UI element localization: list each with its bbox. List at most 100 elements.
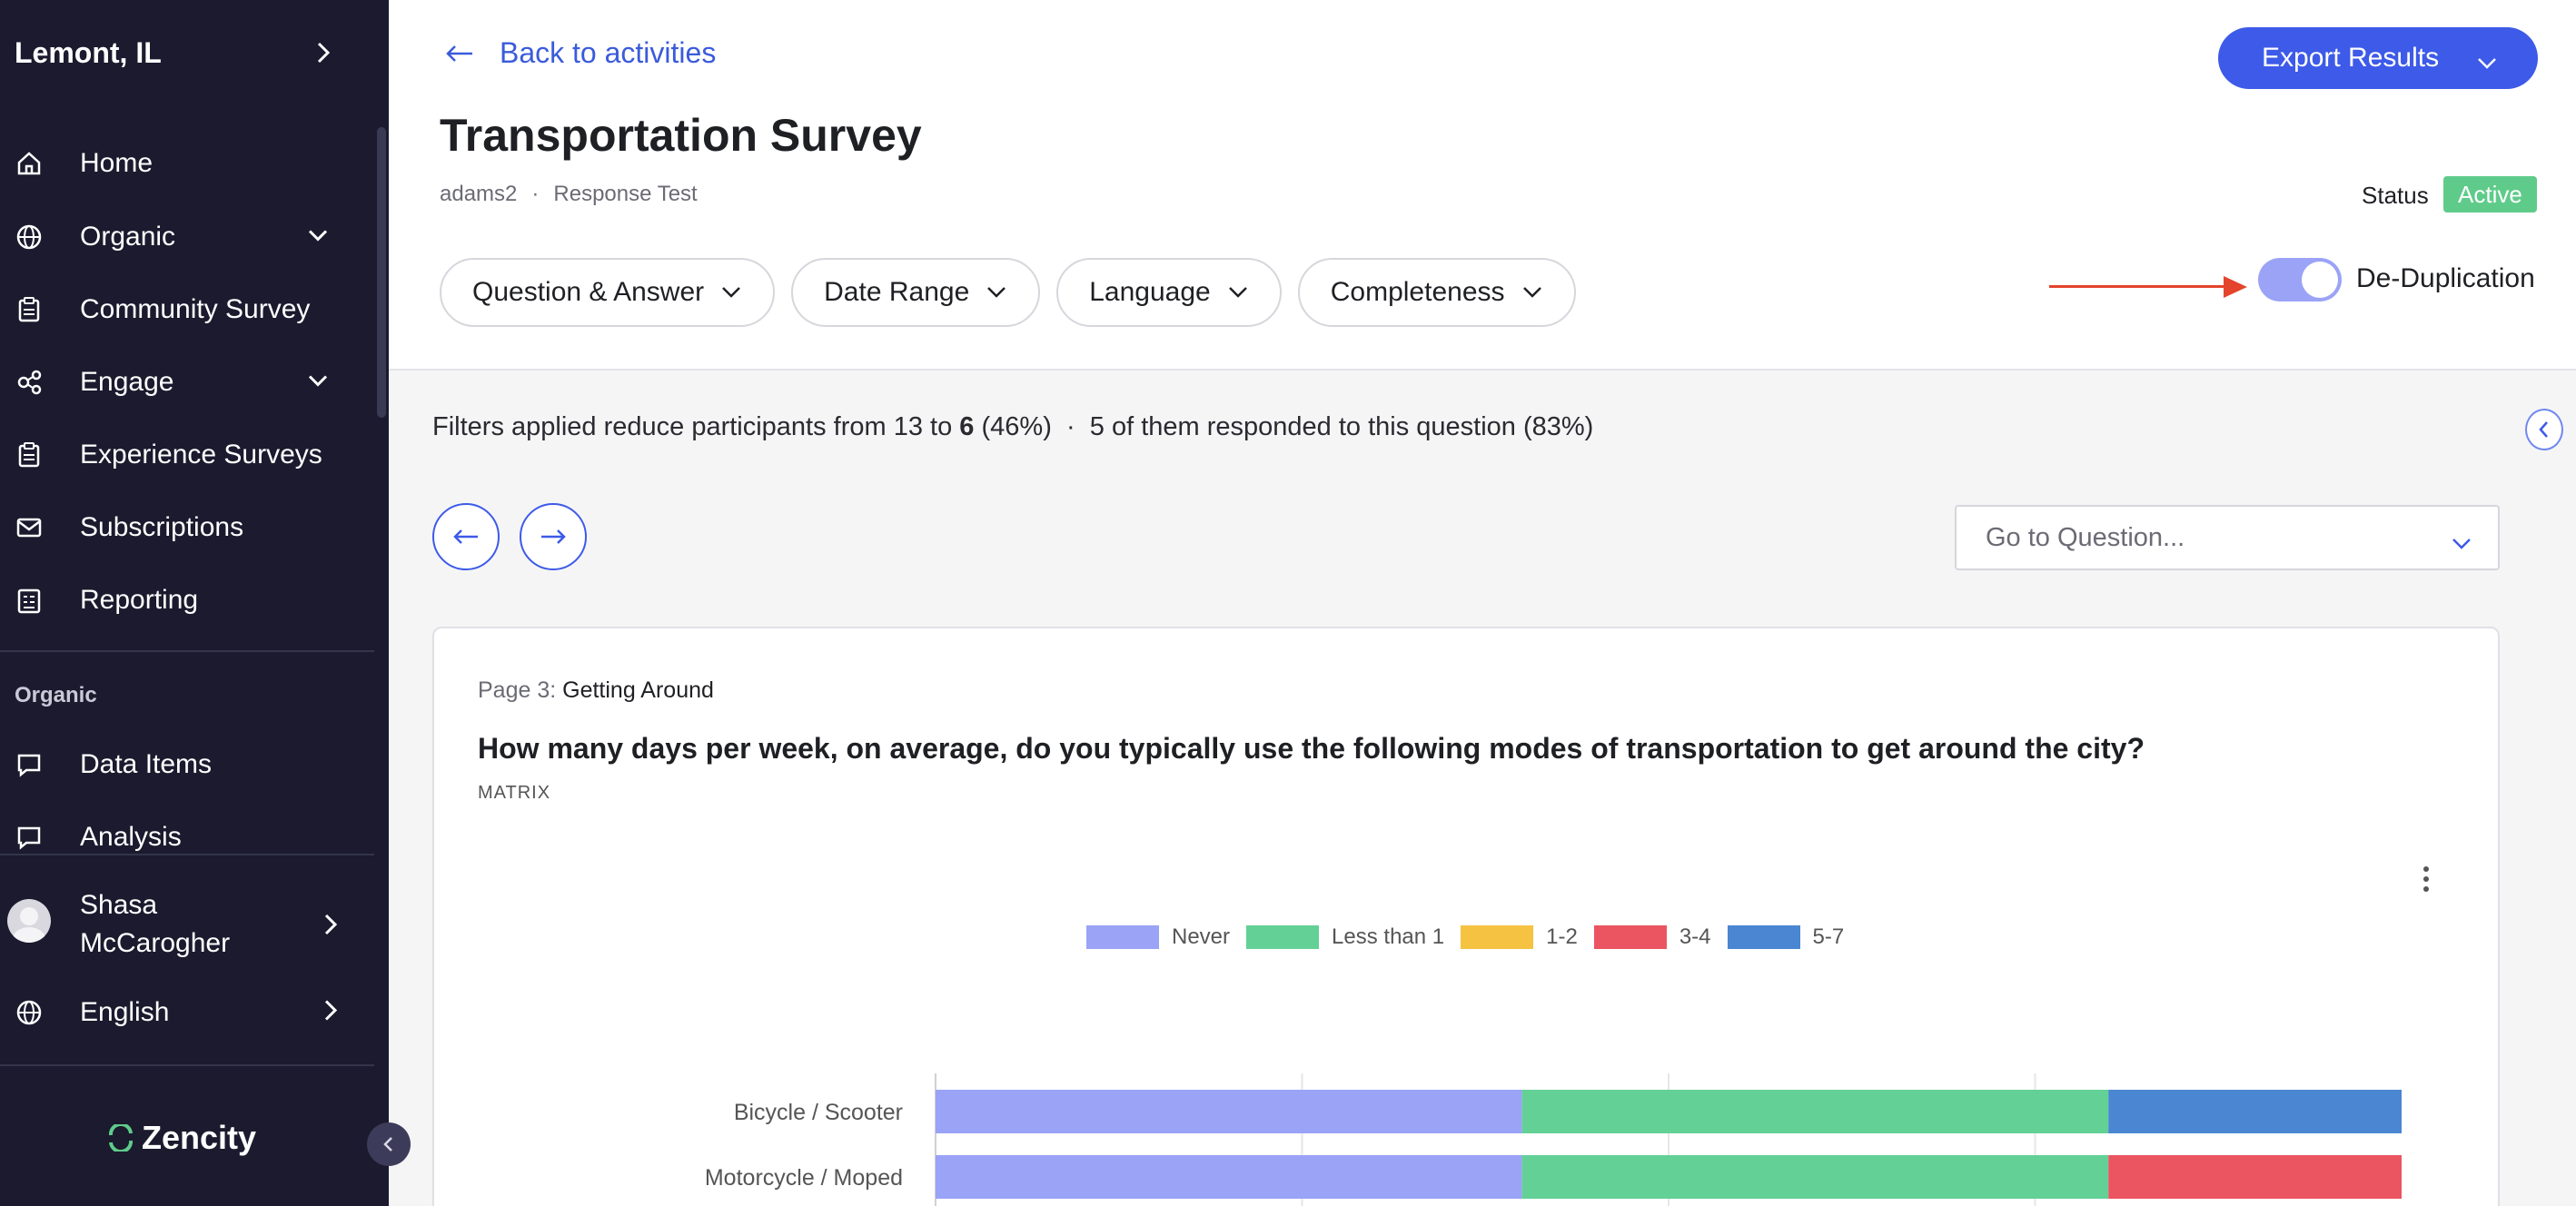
sidebar-item-label: Reporting [80,585,199,615]
filter-language[interactable]: Language [1056,258,1282,327]
category-label: Motorcycle / Moped [705,1165,903,1191]
home-icon [15,149,44,178]
chevron-right-icon [316,996,345,1030]
bar-segment[interactable] [2108,1155,2402,1199]
legend-item[interactable]: Less than 1 [1246,924,1444,950]
chevron-left-icon [383,1137,392,1152]
sidebar-item-label: Subscriptions [80,512,244,542]
legend-item[interactable]: 1-2 [1461,924,1578,950]
toggle-knob [2302,262,2338,298]
filter-label: Completeness [1330,277,1505,307]
city-switch-chevron-icon[interactable] [309,38,338,72]
user-name: Shasa McCarogher [80,890,231,958]
sidebar-item-subscriptions[interactable]: Subscriptions [0,496,372,559]
language-label: English [80,997,170,1027]
legend-swatch [1086,925,1159,949]
next-question-button[interactable] [520,503,587,570]
page-meta: adams2 · Response Test [440,182,698,207]
back-link-label: Back to activities [500,36,717,69]
sidebar-divider [0,854,374,855]
chevron-down-icon [2476,49,2498,80]
bar-segment[interactable] [1521,1155,2109,1199]
filter-label: Date Range [824,277,970,307]
sidebar-item-label: Community Survey [80,294,311,324]
legend-item[interactable]: Never [1086,924,1230,950]
legend-label: 3-4 [1679,924,1711,949]
page-header: Back to activities Transportation Survey… [389,0,2576,371]
bar-segment[interactable] [1521,1090,2109,1133]
sidebar-item-engage[interactable]: Engage [0,351,372,414]
language-selector[interactable]: English [0,981,372,1044]
chevron-down-icon [2451,530,2472,560]
sidebar-item-community-survey[interactable]: Community Survey [0,278,372,341]
legend-item[interactable]: 3-4 [1593,924,1711,950]
side-panel-toggle[interactable] [2525,409,2563,450]
go-to-question-select[interactable]: Go to Question... [1955,505,2500,570]
arrow-right-icon [541,529,566,544]
filter-bar: Question & Answer Date Range Language Co… [440,258,1576,327]
page-name: Getting Around [562,677,714,703]
chevron-right-icon [316,910,345,944]
deduplication-toggle[interactable] [2258,258,2342,302]
sidebar-item-label: Analysis [80,822,182,852]
summary-prefix: Filters applied reduce participants from… [432,412,953,441]
sidebar-divider [0,1064,374,1066]
chart-legend: Never Less than 1 1-2 3-4 5-7 [1086,924,1844,950]
meta-separator: · [531,182,540,206]
filter-date-range[interactable]: Date Range [791,258,1041,327]
bar-segment[interactable] [936,1090,1522,1133]
filter-completeness[interactable]: Completeness [1297,258,1576,327]
sidebar-item-label: Home [80,148,154,178]
question-type: MATRIX [478,783,551,803]
export-button-label: Export Results [2262,43,2440,73]
back-link[interactable]: Back to activities [445,36,716,70]
legend-item[interactable]: 5-7 [1727,924,1844,950]
summary-separator: · [1065,412,1075,441]
city-name: Lemont, IL [15,36,162,69]
chat-icon [15,750,44,779]
arrow-left-icon [453,529,478,544]
sidebar-item-analysis[interactable]: Analysis [0,806,372,869]
chart-menu-icon[interactable] [2423,866,2429,892]
sidebar-item-home[interactable]: Home [0,132,372,195]
deduplication-label: De-Duplication [2356,263,2535,293]
legend-swatch [1246,925,1320,949]
legend-label: 1-2 [1546,924,1578,949]
page-title: Transportation Survey [440,110,922,161]
previous-question-button[interactable] [432,503,500,570]
bar-segment[interactable] [936,1155,1522,1199]
chevron-down-icon [1522,287,1541,298]
summary-count: 6 [959,412,975,441]
arrow-left-icon [446,44,472,62]
sidebar-item-organic[interactable]: Organic [0,205,372,269]
legend-swatch [1727,925,1800,949]
meta-author: adams2 [440,182,518,206]
sidebar-scrollbar[interactable] [377,127,386,418]
bar-segment[interactable] [2108,1090,2402,1133]
sidebar-divider [0,650,374,652]
avatar [7,899,51,943]
legend-swatch [1593,925,1667,949]
sidebar-section-title: Organic [15,683,97,707]
sidebar-item-reporting[interactable]: Reporting [0,568,372,632]
page-prefix: Page 3: [478,677,557,703]
export-results-button[interactable]: Export Results [2218,27,2538,89]
sidebar-item-label: Data Items [80,749,213,779]
sidebar-item-experience-surveys[interactable]: Experience Surveys [0,423,372,487]
meta-tag: Response Test [553,182,698,206]
sidebar-collapse-button[interactable] [367,1122,411,1166]
status-label: Status [2362,182,2429,209]
sidebar-item-data-items[interactable]: Data Items [0,733,372,796]
summary-pct: (46%) [981,412,1052,441]
filter-label: Language [1089,277,1211,307]
category-label: Bicycle / Scooter [734,1100,903,1125]
question-page: Page 3: Getting Around [478,677,714,704]
annotation-arrow-head [2224,276,2247,298]
chevron-down-icon [987,287,1006,298]
user-menu[interactable]: Shasa McCarogher [0,872,389,981]
question-card: Page 3: Getting Around How many days per… [432,627,2500,1206]
legend-label: Less than 1 [1332,924,1445,949]
globe-icon [15,222,44,252]
filter-question-answer[interactable]: Question & Answer [440,258,776,327]
